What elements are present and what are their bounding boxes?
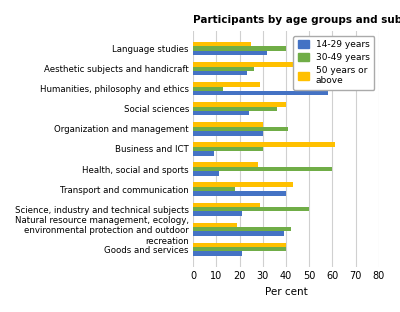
Bar — [193, 131, 263, 135]
Bar — [193, 42, 251, 46]
Bar — [193, 107, 277, 111]
Bar — [193, 142, 335, 147]
Bar — [193, 243, 286, 247]
Bar — [193, 46, 286, 51]
Bar — [193, 227, 291, 232]
Legend: 14-29 years, 30-49 years, 50 years or
above: 14-29 years, 30-49 years, 50 years or ab… — [294, 36, 374, 90]
X-axis label: Per cent: Per cent — [265, 287, 307, 297]
Bar — [193, 62, 304, 66]
Bar — [193, 122, 263, 127]
Bar — [193, 167, 332, 171]
Bar — [193, 102, 286, 107]
Bar — [193, 187, 235, 191]
Bar — [193, 211, 242, 216]
Bar — [193, 66, 254, 71]
Bar — [193, 147, 263, 151]
Bar — [193, 127, 288, 131]
Text: Participants by age groups and subject. 2010. Per cent: Participants by age groups and subject. … — [193, 15, 400, 25]
Bar — [193, 191, 286, 196]
Bar — [193, 202, 260, 207]
Bar — [193, 222, 237, 227]
Bar — [193, 163, 258, 167]
Bar — [193, 86, 223, 91]
Bar — [193, 251, 242, 256]
Bar — [193, 183, 293, 187]
Bar — [193, 151, 214, 156]
Bar — [193, 111, 249, 115]
Bar — [193, 247, 286, 251]
Bar — [193, 91, 328, 95]
Bar — [193, 82, 260, 86]
Bar — [193, 171, 219, 176]
Bar — [193, 207, 309, 211]
Bar — [193, 71, 246, 75]
Bar — [193, 232, 284, 236]
Bar — [193, 51, 268, 55]
